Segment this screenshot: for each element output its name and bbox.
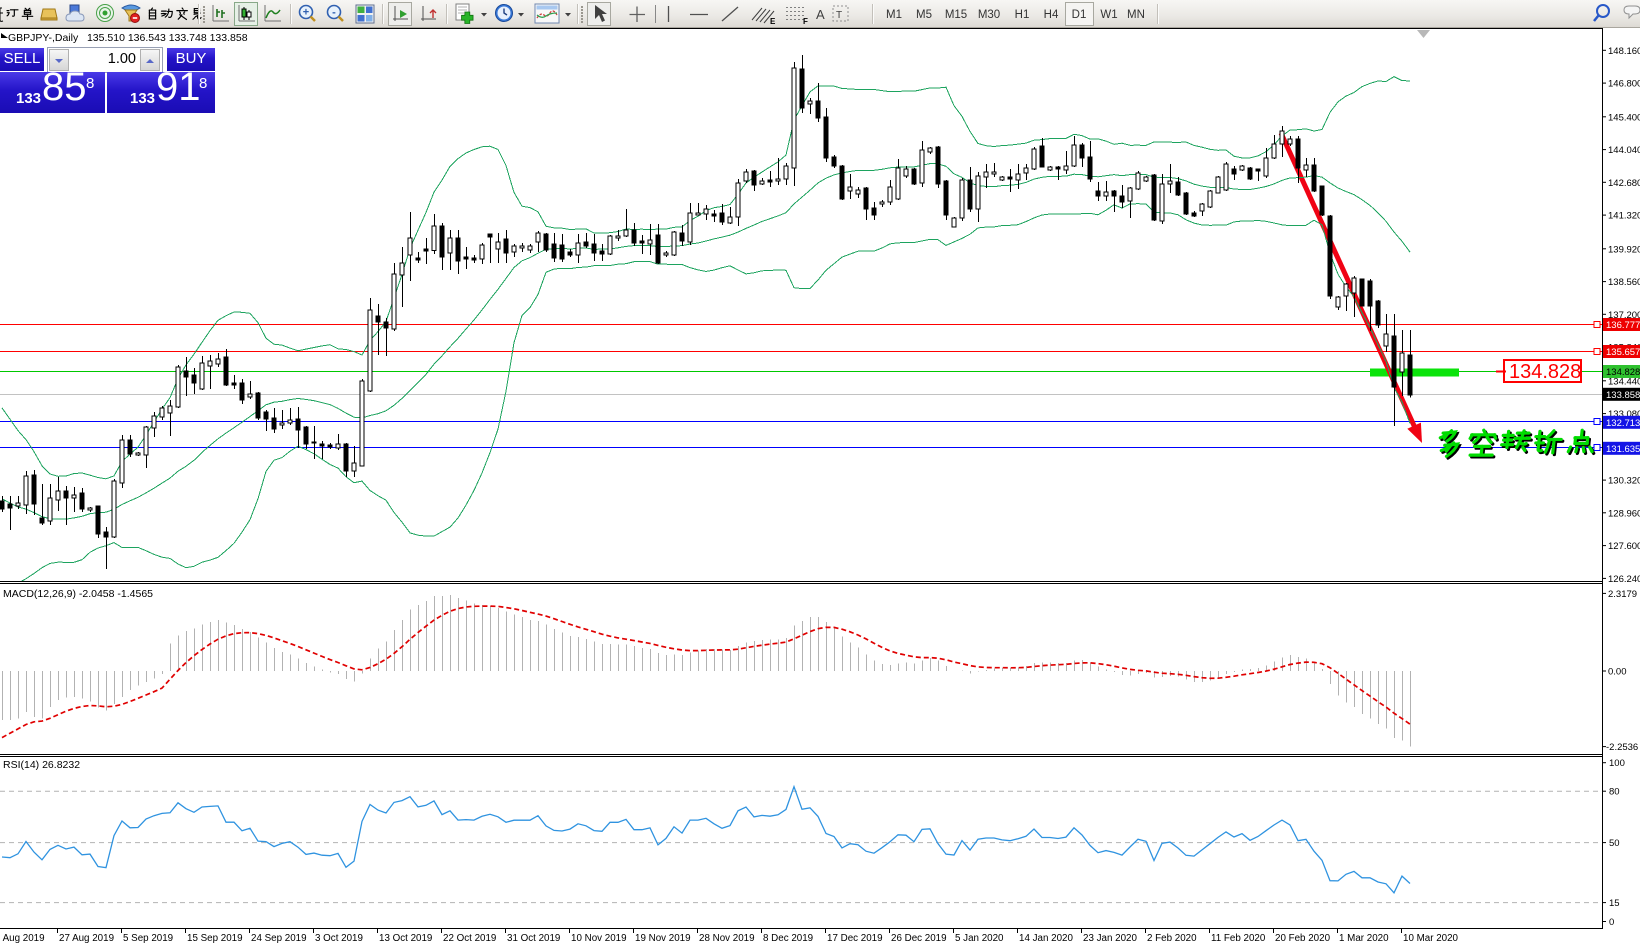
svg-text:MN: MN xyxy=(1127,9,1145,21)
svg-text:132.713: 132.713 xyxy=(1606,418,1640,429)
svg-text:127.600: 127.600 xyxy=(1608,541,1640,552)
svg-text:5 Sep 2019: 5 Sep 2019 xyxy=(123,933,173,944)
svg-text:H4: H4 xyxy=(1044,9,1059,21)
svg-text:15: 15 xyxy=(1609,898,1620,909)
svg-text:22 Oct 2019: 22 Oct 2019 xyxy=(443,933,496,944)
svg-text:5 Jan 2020: 5 Jan 2020 xyxy=(955,933,1004,944)
svg-text:-2.2536: -2.2536 xyxy=(1606,742,1638,753)
svg-text:10 Nov 2019: 10 Nov 2019 xyxy=(571,933,627,944)
svg-text:148.160: 148.160 xyxy=(1608,46,1640,57)
svg-text:3 Oct 2019: 3 Oct 2019 xyxy=(315,933,363,944)
svg-text:11 Feb 2020: 11 Feb 2020 xyxy=(1211,933,1266,944)
svg-text:26 Dec 2019: 26 Dec 2019 xyxy=(891,933,947,944)
svg-text:17 Dec 2019: 17 Dec 2019 xyxy=(827,933,883,944)
svg-text:A: A xyxy=(816,7,825,22)
svg-text:141.320: 141.320 xyxy=(1608,211,1640,222)
svg-text:136.777: 136.777 xyxy=(1606,320,1640,331)
svg-text:+: + xyxy=(303,7,309,19)
svg-text:2.3179: 2.3179 xyxy=(1608,589,1637,600)
svg-text:M1: M1 xyxy=(886,9,902,21)
svg-text:GBPJPY-,Daily 135.510 136.54: GBPJPY-,Daily 135.510 136.543 133.748 13… xyxy=(8,32,248,44)
svg-text:133.858: 133.858 xyxy=(1606,390,1640,401)
svg-text:128.960: 128.960 xyxy=(1608,508,1640,519)
svg-text:14 Jan 2020: 14 Jan 2020 xyxy=(1019,933,1073,944)
svg-text:1 Mar 2020: 1 Mar 2020 xyxy=(1339,933,1389,944)
svg-text:134.828: 134.828 xyxy=(1606,367,1640,378)
svg-text:137.200: 137.200 xyxy=(1608,310,1640,321)
svg-text:15 Sep 2019: 15 Sep 2019 xyxy=(187,933,243,944)
svg-text:134.440: 134.440 xyxy=(1608,376,1640,387)
svg-text:139.920: 139.920 xyxy=(1608,244,1640,255)
svg-text:MACD(12,26,9) -2.0458 -1.4565: MACD(12,26,9) -2.0458 -1.4565 xyxy=(3,588,153,600)
svg-text:31 Oct 2019: 31 Oct 2019 xyxy=(507,933,560,944)
svg-text:T: T xyxy=(836,10,842,21)
svg-text:131.635: 131.635 xyxy=(1606,444,1640,455)
svg-text:20 Feb 2020: 20 Feb 2020 xyxy=(1275,933,1331,944)
svg-text:F: F xyxy=(803,17,808,26)
svg-text:0.00: 0.00 xyxy=(1608,667,1627,678)
svg-text:24 Sep 2019: 24 Sep 2019 xyxy=(251,933,307,944)
svg-text:126.240: 126.240 xyxy=(1608,574,1640,585)
svg-text:M5: M5 xyxy=(916,9,932,21)
svg-text:133.080: 133.080 xyxy=(1608,409,1640,420)
svg-text:130.320: 130.320 xyxy=(1608,476,1640,487)
svg-text:13 Oct 2019: 13 Oct 2019 xyxy=(379,933,432,944)
svg-text:E: E xyxy=(770,17,776,26)
svg-text:28 Nov 2019: 28 Nov 2019 xyxy=(699,933,755,944)
svg-text:138.560: 138.560 xyxy=(1608,277,1640,288)
svg-text:135.657: 135.657 xyxy=(1606,347,1640,358)
svg-text:-: - xyxy=(332,7,336,19)
svg-text:M15: M15 xyxy=(945,9,967,21)
svg-text:134.828: 134.828 xyxy=(1509,361,1581,383)
svg-text:146.800: 146.800 xyxy=(1608,79,1640,90)
svg-text:RSI(14) 26.8232: RSI(14) 26.8232 xyxy=(3,759,80,771)
svg-text:8 Aug 2019: 8 Aug 2019 xyxy=(0,933,45,944)
svg-text:145.400: 145.400 xyxy=(1608,112,1640,123)
svg-text:19 Nov 2019: 19 Nov 2019 xyxy=(635,933,691,944)
svg-text:D1: D1 xyxy=(1072,9,1087,21)
svg-text:144.040: 144.040 xyxy=(1608,145,1640,156)
svg-text:27 Aug 2019: 27 Aug 2019 xyxy=(59,933,114,944)
svg-text:8 Dec 2019: 8 Dec 2019 xyxy=(763,933,813,944)
svg-text:100: 100 xyxy=(1609,758,1625,769)
svg-text:23 Jan 2020: 23 Jan 2020 xyxy=(1083,933,1137,944)
svg-text:80: 80 xyxy=(1609,787,1620,798)
svg-text:H1: H1 xyxy=(1015,9,1030,21)
svg-text:142.680: 142.680 xyxy=(1608,178,1640,189)
svg-text:W1: W1 xyxy=(1100,9,1117,21)
svg-text:M30: M30 xyxy=(978,9,1000,21)
svg-text:10 Mar 2020: 10 Mar 2020 xyxy=(1403,933,1459,944)
svg-text:2 Feb 2020: 2 Feb 2020 xyxy=(1147,933,1197,944)
svg-text:50: 50 xyxy=(1609,838,1620,849)
svg-text:0: 0 xyxy=(1609,917,1614,928)
